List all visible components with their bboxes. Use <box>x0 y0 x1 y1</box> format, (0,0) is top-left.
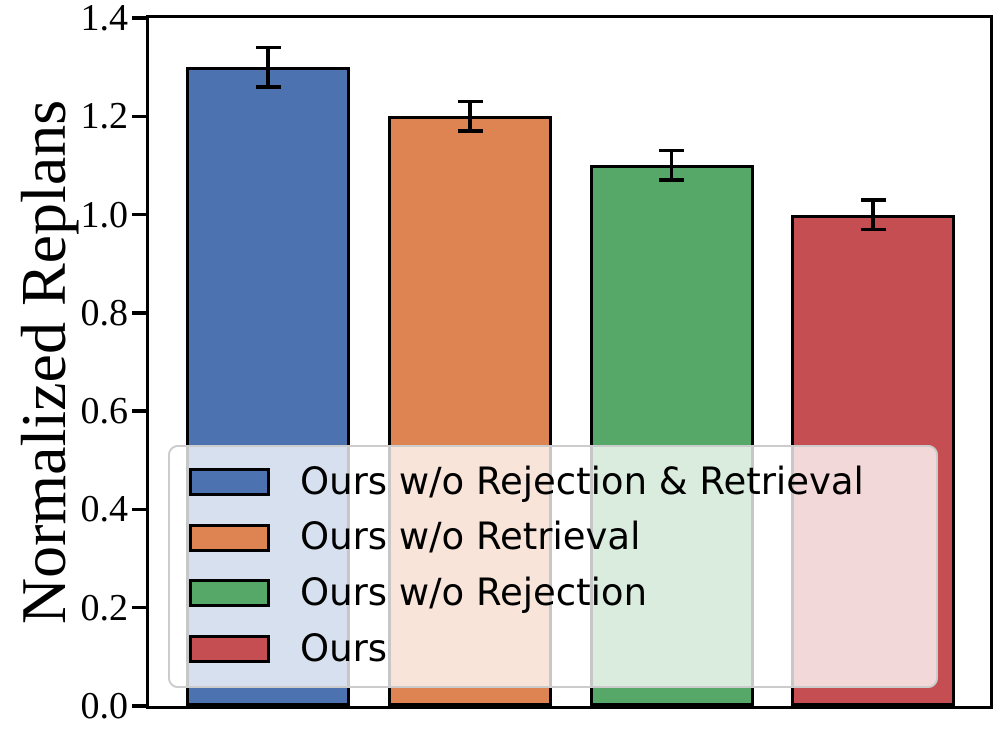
error-bar-cap-2-top <box>659 148 684 153</box>
legend-item-1: Ours w/o Retrieval <box>170 511 936 565</box>
y-tick-label-7: 1.4 <box>80 0 129 39</box>
y-tick-mark-2 <box>132 507 146 512</box>
error-bar-cap-0-bottom <box>255 85 281 89</box>
legend-swatch-1 <box>189 523 270 552</box>
error-bar-cap-3-bottom <box>860 227 886 232</box>
legend-label-1: Ours w/o Retrieval <box>300 515 641 559</box>
y-tick-label-1: 0.2 <box>80 586 129 629</box>
y-tick-label-0: 0.0 <box>80 685 129 727</box>
y-tick-mark-7 <box>132 16 146 20</box>
y-tick-label-4: 0.8 <box>80 291 129 334</box>
error-bar-cap-1-bottom <box>457 129 483 133</box>
y-tick-mark-6 <box>132 114 146 119</box>
error-bar-line-3 <box>871 199 875 230</box>
y-tick-mark-0 <box>132 704 146 708</box>
legend-item-3: Ours <box>170 622 936 676</box>
error-bar-cap-3-top <box>860 198 886 202</box>
y-tick-label-6: 1.2 <box>80 95 129 138</box>
y-tick-mark-3 <box>132 409 146 413</box>
error-bar-line-0 <box>266 47 270 87</box>
legend-item-0: Ours w/o Rejection & Retrieval <box>170 455 936 509</box>
plot-area: Ours w/o Rejection & Retrieval Ours w/o R… <box>146 15 993 709</box>
error-bar-cap-0-top <box>255 45 281 50</box>
error-bar-cap-2-bottom <box>659 178 684 182</box>
error-bar-line-1 <box>468 101 472 132</box>
legend-item-2: Ours w/o Rejection <box>170 566 936 620</box>
y-axis-label: Normalized Replans <box>8 99 79 625</box>
y-tick-label-5: 1.0 <box>80 193 129 236</box>
y-tick-label-3: 0.6 <box>80 390 129 433</box>
legend-label-2: Ours w/o Rejection <box>300 570 648 614</box>
legend-label-3: Ours <box>300 626 388 670</box>
error-bar-line-2 <box>669 150 674 181</box>
y-tick-mark-4 <box>132 311 146 315</box>
legend-swatch-2 <box>189 579 270 608</box>
legend-swatch-0 <box>189 468 270 496</box>
y-tick-mark-1 <box>132 605 146 610</box>
legend-swatch-3 <box>189 634 270 663</box>
legend-label-0: Ours w/o Rejection & Retrieval <box>300 459 864 503</box>
y-tick-label-2: 0.4 <box>80 488 129 531</box>
y-tick-mark-5 <box>132 212 146 217</box>
legend: Ours w/o Rejection & Retrieval Ours w/o R… <box>168 445 938 688</box>
error-bar-cap-1-top <box>457 99 483 104</box>
